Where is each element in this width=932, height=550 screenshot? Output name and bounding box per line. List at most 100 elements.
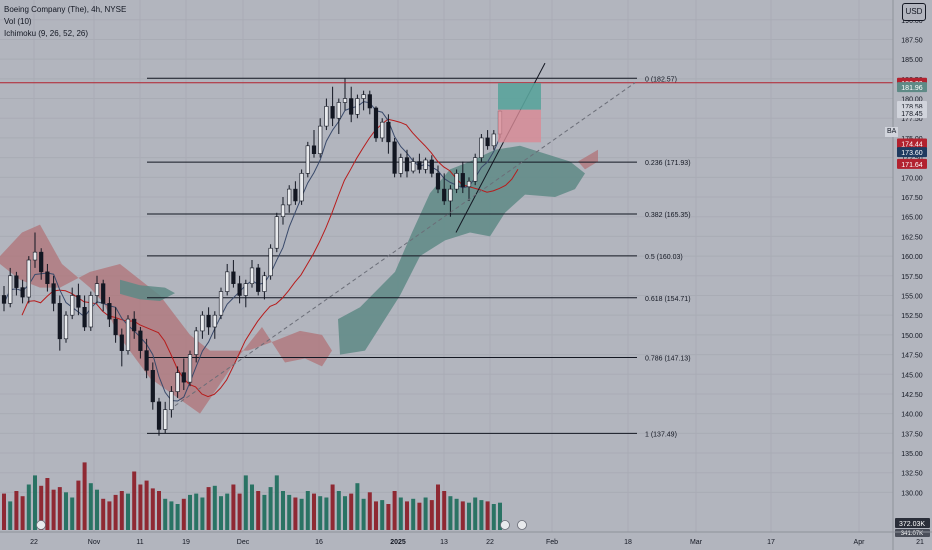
- symbol-title[interactable]: Boeing Company (The), 4h, NYSE: [4, 5, 127, 14]
- time-tick-label: 17: [767, 539, 775, 546]
- candle-body: [119, 334, 124, 351]
- volume-bar: [293, 497, 298, 530]
- candle-body: [491, 133, 496, 147]
- candle-body: [367, 94, 372, 109]
- volume-bar: [138, 484, 143, 530]
- price-tick-label: 147.50: [901, 353, 923, 360]
- volume-bar: [485, 501, 490, 530]
- volume-bar: [194, 493, 199, 530]
- price-tick-label: 177.50: [901, 116, 923, 123]
- volume-bar: [20, 496, 25, 530]
- candle-body: [355, 98, 360, 115]
- candle-body: [70, 295, 75, 316]
- chart-legend: Boeing Company (The), 4h, NYSE Vol (10) …: [4, 4, 126, 40]
- price-tick-label: 130.00: [901, 490, 923, 497]
- ichimoku-indicator-label[interactable]: Ichimoku (9, 26, 52, 26): [4, 29, 89, 38]
- volume-bar: [336, 491, 341, 530]
- price-axis[interactable]: 190.00187.50185.00182.50180.00177.50175.…: [892, 0, 932, 550]
- time-tick-label: Nov: [88, 539, 101, 546]
- price-label-bg: [897, 158, 927, 169]
- volume-bars: [2, 462, 502, 530]
- candle-body: [187, 354, 193, 383]
- candle-body: [287, 188, 292, 206]
- price-label: 174.44: [901, 141, 923, 148]
- volume-bar: [411, 498, 416, 530]
- candle-body: [448, 188, 453, 202]
- time-tick-label: 18: [624, 539, 632, 546]
- volume-bar: [119, 491, 124, 530]
- volume-bar: [392, 491, 397, 530]
- volume-bar: [429, 500, 434, 530]
- volume-bar: [250, 484, 254, 530]
- volume-bar: [14, 491, 19, 530]
- candle-body: [454, 173, 459, 190]
- candle-body: [107, 303, 112, 320]
- candle-body: [32, 251, 38, 261]
- dashed-trend-line: [174, 82, 636, 407]
- candle-body: [169, 391, 174, 411]
- price-label-bg: [897, 108, 927, 119]
- volume-bar: [305, 491, 310, 530]
- volume-bar: [57, 487, 62, 530]
- volume-bar: [101, 498, 106, 530]
- candle-body: [460, 173, 465, 188]
- volume-bar: [374, 501, 378, 530]
- volume-bar: [231, 484, 236, 530]
- volume-bar: [88, 483, 93, 530]
- volume-bar: [188, 494, 192, 530]
- price-tick-label: 137.50: [901, 431, 923, 438]
- candle-body: [305, 145, 310, 174]
- drawings[interactable]: [0, 62, 893, 407]
- candle-body: [20, 287, 25, 298]
- time-tick-label: 21: [916, 539, 924, 546]
- time-tick-label: Apr: [854, 539, 866, 546]
- volume-bar: [243, 475, 248, 530]
- volume-bar: [181, 498, 186, 530]
- volume-bar: [281, 491, 285, 530]
- time-tick-label: 11: [136, 539, 143, 546]
- candle-body: [237, 283, 242, 296]
- price-label: 181.96: [901, 85, 923, 92]
- candle-body: [324, 106, 329, 127]
- candle-body: [256, 267, 261, 292]
- earnings-marker: [517, 520, 527, 530]
- time-tick-label: Dec: [237, 539, 250, 546]
- volume-bar: [473, 497, 478, 530]
- volume-bar: [225, 493, 230, 530]
- candle-body: [268, 247, 273, 277]
- volume-bar: [175, 504, 180, 530]
- time-axis[interactable]: 22 Nov 11 19 Dec 16 2025 13 22 Feb 18 Mar 17 Apr 21: [0, 520, 932, 547]
- price-tick-label: 152.50: [901, 313, 923, 320]
- volume-bar: [355, 483, 360, 530]
- volume-bar: [82, 462, 87, 530]
- candle-body: [249, 267, 255, 284]
- currency-button[interactable]: USD: [902, 3, 926, 21]
- candle-body: [349, 98, 354, 115]
- volume-bar: [206, 487, 211, 530]
- volume-bar: [448, 496, 453, 530]
- candle-body: [125, 318, 131, 351]
- volume-bar: [169, 501, 174, 530]
- candle-body: [380, 121, 385, 139]
- price-label: 178.58: [901, 104, 923, 111]
- time-tick-label: 22: [486, 539, 494, 546]
- candle-body: [156, 401, 162, 430]
- volume-bar: [423, 497, 428, 530]
- price-tick-label: 162.50: [901, 234, 923, 241]
- volume-bar: [436, 484, 440, 530]
- price-tick-label: 167.50: [901, 195, 923, 202]
- time-tick-label: 22: [30, 539, 38, 546]
- candle-body: [218, 291, 224, 316]
- volume-bar: [498, 502, 502, 530]
- candle-body: [243, 283, 248, 296]
- volume-bar: [367, 492, 372, 530]
- fib-level-label: 0.786 (147.13): [645, 355, 691, 362]
- volume-indicator-label[interactable]: Vol (10): [4, 17, 32, 26]
- price-label: 178.45: [901, 111, 923, 118]
- fib-retracement[interactable]: 0 (182.57) 0.236 (171.93) 0.382 (165.35) 0.…: [147, 76, 691, 438]
- volume-bar: [107, 501, 112, 530]
- price-tick-label: 170.00: [901, 175, 923, 182]
- price-label-bg: [897, 147, 927, 158]
- candle-body: [386, 121, 391, 143]
